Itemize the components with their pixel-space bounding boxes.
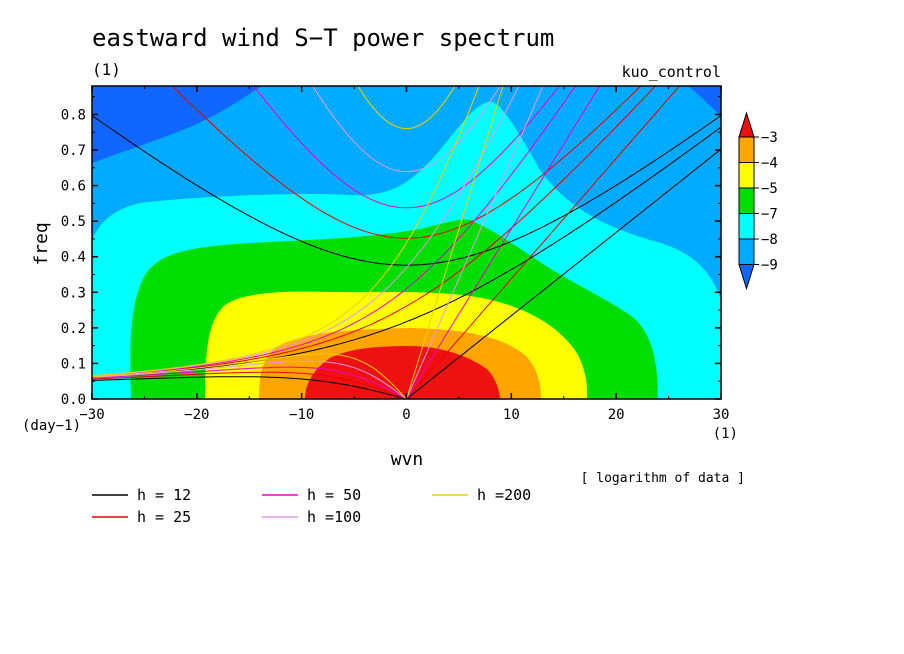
mrg-wave-curve: [92, 86, 480, 377]
colorbar-label: −7: [761, 207, 778, 223]
x-tick-label: 10: [503, 407, 520, 423]
inertia-gravity-curve: [92, 115, 721, 266]
inertia-gravity-curve: [253, 86, 560, 209]
legend-item: h = 50: [262, 486, 361, 504]
x-tick-label: −30: [79, 407, 104, 423]
x-axis: −30 −20 −10 0 10 20 30: [79, 86, 729, 423]
kelvin-wave-curve: [406, 86, 601, 399]
experiment-label: kuo_control: [622, 63, 721, 81]
mrg-wave-curve: [92, 86, 520, 377]
y-tick-label: 0.3: [61, 285, 86, 301]
dispersion-curve-50: [92, 86, 601, 399]
mrg-wave-curve: [92, 126, 721, 378]
mrg-wave-curve: [92, 86, 577, 377]
colorbar-label: −3: [761, 130, 778, 146]
dispersion-curve-200: [92, 86, 504, 399]
x-tick-label: −20: [184, 407, 209, 423]
dispersion-curve-12: [92, 115, 721, 399]
kelvin-wave-curve: [406, 86, 504, 399]
y-tick-label: 0.7: [61, 143, 86, 159]
inertia-gravity-curve: [171, 86, 642, 239]
legend-label: h =200: [477, 486, 531, 504]
mrg-wave-curve: [92, 86, 657, 377]
legend-item: h = 12: [92, 486, 191, 504]
x-tick-label: 20: [608, 407, 625, 423]
x-axis-label: wvn: [391, 449, 424, 470]
colorbar-swatch: [738, 162, 755, 189]
colorbar-label: −8: [761, 232, 778, 248]
kelvin-wave-curve: [406, 148, 721, 399]
rossby-wave-curve: [92, 376, 407, 399]
x-tick-label: 0: [402, 407, 410, 423]
inertia-gravity-curve: [357, 86, 456, 130]
inertia-gravity-curve: [312, 86, 501, 173]
colorbar-bottom-arrow: [738, 264, 755, 291]
y-tick-label: 0.2: [61, 321, 86, 337]
y-tick-label: 0.1: [61, 356, 86, 372]
x-tick-label: −10: [289, 407, 314, 423]
y-tick-label: 0.6: [61, 179, 86, 195]
rossby-wave-curve: [92, 371, 407, 399]
colorbar: −3 −4 −5 −7 −8 −9: [738, 111, 778, 291]
colorbar-label: −9: [761, 258, 778, 274]
x-unit-label: (1): [713, 426, 738, 442]
legend-item: h = 25: [92, 508, 191, 526]
colorbar-swatch: [738, 238, 755, 265]
dispersion-curve-25: [92, 86, 681, 399]
units-label: (1): [92, 60, 121, 79]
legend-item: h =100: [262, 508, 361, 526]
legend-label: h = 12: [137, 486, 191, 504]
colorbar-label: −4: [761, 156, 778, 172]
legend-item: h =200: [432, 486, 531, 504]
dispersion-curves: [92, 86, 721, 399]
legend-label: h =100: [307, 508, 361, 526]
y-unit-label: (day−1): [22, 418, 81, 434]
kelvin-wave-curve: [406, 86, 681, 399]
colorbar-swatch: [738, 187, 755, 214]
y-axis-label: freq: [31, 222, 52, 265]
data-note: [ logarithm of data ]: [581, 471, 745, 486]
rossby-wave-curve: [92, 353, 407, 399]
y-tick-label: 0.0: [61, 392, 86, 408]
y-tick-label: 0.8: [61, 107, 86, 123]
colorbar-swatch: [738, 213, 755, 240]
legend-label: h = 25: [137, 508, 191, 526]
y-axis: 0.0 0.1 0.2 0.3 0.4 0.5 0.6 0.7 0.8: [61, 96, 721, 408]
legend: h = 12 h = 25 h = 50 h =100 h =200: [92, 486, 531, 526]
rossby-wave-curve: [92, 360, 407, 399]
colorbar-label: −5: [761, 181, 778, 197]
dispersion-curve-100: [92, 86, 544, 399]
colorbar-top-arrow: [738, 111, 755, 138]
y-tick-label: 0.4: [61, 250, 86, 266]
chart-title: eastward wind S−T power spectrum: [92, 24, 554, 52]
kelvin-wave-curve: [406, 86, 544, 399]
y-tick-label: 0.5: [61, 214, 86, 230]
rossby-wave-curve: [92, 366, 407, 399]
colorbar-swatch: [738, 136, 755, 163]
x-tick-label: 30: [713, 407, 730, 423]
legend-label: h = 50: [307, 486, 361, 504]
